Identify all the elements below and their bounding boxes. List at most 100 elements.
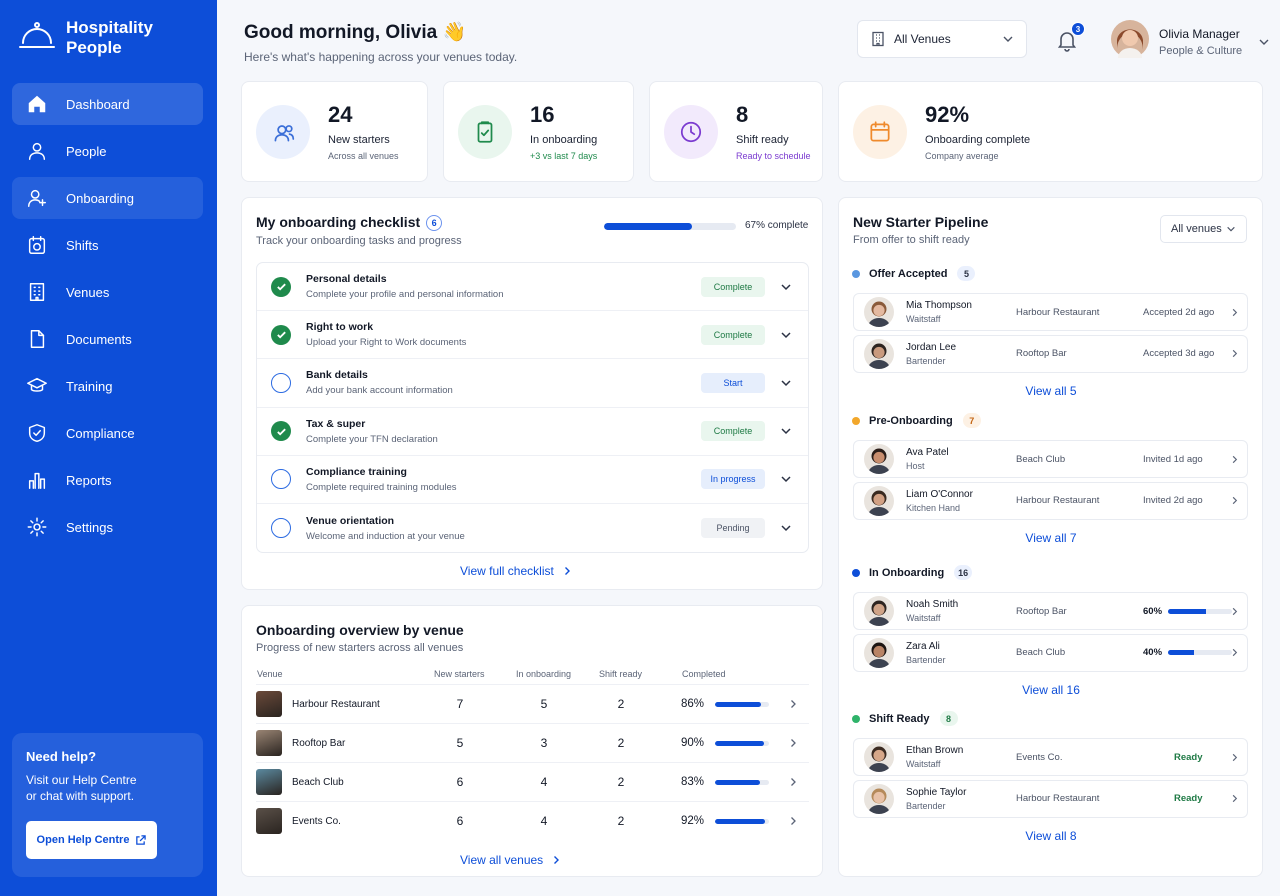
brand-logo[interactable]: Hospitality People (18, 18, 176, 58)
checklist-item[interactable]: Compliance training Complete required tr… (257, 456, 808, 504)
completed-percent: 83% (681, 776, 705, 788)
building-icon (872, 31, 884, 47)
sidebar-item-reports[interactable]: Reports (12, 459, 203, 501)
venue-name: Harbour Restaurant (292, 698, 380, 710)
checklist-item[interactable]: Right to work Upload your Right to Work … (257, 311, 808, 360)
overview-title: Onboarding overview by venue (256, 622, 464, 638)
chevron-right-icon[interactable] (788, 816, 798, 826)
external-link-icon (136, 834, 147, 845)
chevron-down-icon[interactable] (780, 377, 792, 389)
notifications-button[interactable]: 3 (1055, 22, 1085, 54)
view-full-checklist-link[interactable]: View full checklist (460, 564, 572, 578)
chevron-right-icon[interactable] (1230, 794, 1239, 803)
status-dot (852, 269, 860, 278)
view-all-venues-link[interactable]: View all venues (460, 853, 561, 867)
chevron-right-icon[interactable] (788, 777, 798, 787)
table-row[interactable]: Rooftop Bar 5 3 2 90% (256, 723, 809, 762)
table-row[interactable]: Harbour Restaurant 7 5 2 86% (256, 684, 809, 723)
chevron-down-icon[interactable] (780, 522, 792, 534)
checklist-item[interactable]: Personal details Complete your profile a… (257, 263, 808, 312)
table-row[interactable]: Events Co. 6 4 2 92% (256, 801, 809, 840)
pipeline-person-card[interactable]: Ethan Brown Waitstaff Events Co. Ready (853, 738, 1248, 776)
pipeline-person-card[interactable]: Mia Thompson Waitstaff Harbour Restauran… (853, 293, 1248, 331)
greeting: Good morning, Olivia 👋 Here's what's hap… (244, 20, 517, 64)
person-name: Sophie Taylor (906, 786, 967, 798)
stat-label: Shift ready (736, 134, 789, 146)
sidebar-item-label: Documents (66, 331, 132, 347)
pipeline-view-all-link[interactable]: View all 16 (1022, 683, 1080, 697)
user-menu[interactable]: Olivia Manager People & Culture (1111, 20, 1270, 63)
stat-icon (853, 104, 907, 159)
pipeline-group-name: Pre-Onboarding (869, 414, 953, 427)
sidebar: Hospitality People Dashboard People Onboar… (0, 0, 217, 896)
chevron-down-icon[interactable] (780, 329, 792, 341)
venue-thumbnail (256, 808, 282, 834)
checklist-item[interactable]: Bank details Add your bank account infor… (257, 359, 808, 408)
chevron-down-icon[interactable] (780, 473, 792, 485)
sidebar-item-shifts[interactable]: Shifts (12, 224, 203, 266)
shift-ready-count: 2 (617, 736, 625, 750)
check-circle-icon (271, 276, 291, 297)
shift-ready-count: 2 (617, 697, 625, 711)
sidebar-item-people[interactable]: People (12, 130, 203, 172)
avatar (864, 742, 894, 772)
pipeline-group-count: 7 (962, 413, 981, 428)
pipeline-person-card[interactable]: Zara Ali Bartender Beach Club 40% (853, 633, 1248, 672)
chevron-right-icon[interactable] (1230, 455, 1239, 464)
chevron-right-icon[interactable] (1230, 308, 1239, 317)
checklist-item[interactable]: Venue orientation Welcome and induction … (257, 504, 808, 552)
stat-card-onboarding-complete[interactable]: 92% Onboarding complete Company average (838, 81, 1263, 182)
table-row[interactable]: Beach Club 6 4 2 83% (256, 762, 809, 801)
pipeline-group-name: Shift Ready (869, 712, 930, 725)
checklist-item[interactable]: Tax & super Complete your TFN declaratio… (257, 408, 808, 456)
pipeline-view-all-link[interactable]: View all 8 (1025, 829, 1077, 843)
avatar (864, 297, 894, 327)
pipeline-subtitle: From offer to shift ready (853, 234, 970, 246)
graduation-cap-icon (27, 377, 47, 392)
building-icon (29, 283, 45, 301)
chevron-down-icon[interactable] (780, 281, 792, 293)
onboarding-percent: 60% (1143, 605, 1163, 617)
gear-icon (27, 517, 47, 537)
stat-card-in-onboarding[interactable]: 16 In onboarding +3 vs last 7 days (443, 81, 634, 182)
sidebar-item-documents[interactable]: Documents (12, 318, 203, 360)
brand-name: Hospitality People (66, 18, 153, 57)
sidebar-item-onboarding[interactable]: Onboarding (12, 177, 203, 219)
stat-value: 92% (925, 102, 970, 127)
sidebar-item-label: People (66, 143, 107, 159)
chevron-down-icon[interactable] (780, 425, 792, 437)
stat-card-shift-ready[interactable]: 8 Shift ready Ready to schedule (649, 81, 823, 182)
column-header-shift-ready: Shift ready (599, 669, 643, 679)
open-help-centre-button[interactable]: Open Help Centre (26, 821, 157, 859)
status-badge[interactable]: Start (701, 372, 765, 393)
status-badge: Complete (701, 421, 765, 442)
pipeline-person-card[interactable]: Liam O'Connor Kitchen Hand Harbour Resta… (853, 481, 1248, 520)
venue-filter-select[interactable]: All Venues (857, 20, 1027, 58)
chevron-right-icon[interactable] (1230, 607, 1239, 616)
avatar (864, 338, 894, 369)
completed-percent: 92% (681, 815, 705, 827)
pipeline-person-card[interactable]: Sophie Taylor Bartender Harbour Restaura… (853, 779, 1248, 818)
chevron-right-icon[interactable] (788, 699, 798, 709)
pipeline-venue-filter[interactable]: All venues (1160, 215, 1247, 243)
stat-card-new-starters[interactable]: 24 New starters Across all venues (241, 81, 428, 182)
status-badge: In progress (701, 469, 765, 490)
pipeline-person-card[interactable]: Ava Patel Host Beach Club Invited 1d ago (853, 440, 1248, 478)
sidebar-item-settings[interactable]: Settings (12, 506, 203, 548)
pipeline-person-card[interactable]: Noah Smith Waitstaff Rooftop Bar 60% (853, 592, 1248, 630)
pipeline-view-all-link[interactable]: View all 7 (1025, 531, 1077, 545)
sidebar-item-training[interactable]: Training (12, 365, 203, 407)
pipeline-view-all-link[interactable]: View all 5 (1025, 384, 1077, 398)
pipeline-person-card[interactable]: Jordan Lee Bartender Rooftop Bar Accepte… (853, 334, 1248, 373)
chevron-right-icon[interactable] (1230, 496, 1239, 505)
checklist-item-title: Tax & super (306, 417, 366, 430)
chevron-right-icon[interactable] (1230, 349, 1239, 358)
avatar (864, 596, 894, 626)
chevron-right-icon[interactable] (1230, 753, 1239, 762)
sidebar-item-dashboard[interactable]: Dashboard (12, 83, 203, 125)
sidebar-item-compliance[interactable]: Compliance (12, 412, 203, 454)
chevron-right-icon[interactable] (788, 738, 798, 748)
column-header-new-starters: New starters (434, 669, 485, 679)
sidebar-item-venues[interactable]: Venues (12, 271, 203, 313)
chevron-right-icon[interactable] (1230, 648, 1239, 657)
